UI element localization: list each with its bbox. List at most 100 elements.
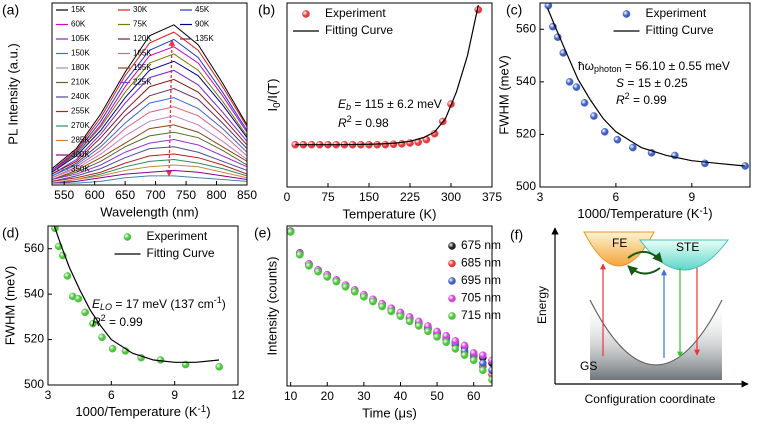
annotation: ELO = 17 meV (137 cm-1) <box>92 295 226 312</box>
series-line <box>52 78 247 175</box>
state-label: FE <box>612 236 627 250</box>
legend-label: 685 nm <box>461 256 501 270</box>
y-axis-label: Intensity (counts) <box>264 257 279 356</box>
diagram: (f) Energy Configuration coordinate FE S… <box>510 227 749 406</box>
data-point <box>701 159 709 168</box>
text-part: S <box>616 76 624 90</box>
data-point <box>98 333 106 342</box>
data-point <box>360 293 368 301</box>
state-label: STE <box>676 240 699 254</box>
y-axis-label: PL Intensity (a.u.) <box>5 43 20 144</box>
data-point <box>580 99 589 107</box>
data-point <box>565 78 574 86</box>
text-part: ) <box>222 297 226 311</box>
legend-swatch <box>302 10 310 18</box>
y-axis-label: FWHM (meV) <box>2 266 17 345</box>
data-point <box>287 228 295 236</box>
annotation: R2 = 0.98 <box>338 114 389 130</box>
data-point <box>396 312 405 321</box>
series-line <box>52 146 247 182</box>
data-point <box>613 135 622 144</box>
legend-swatch <box>448 259 456 268</box>
panel-label: (e) <box>254 225 271 241</box>
data-point <box>323 273 332 281</box>
x-tick-label: 850 <box>237 188 257 202</box>
data-point <box>378 302 386 311</box>
gs-fill <box>590 300 722 380</box>
x-tick-label: 0 <box>284 190 291 204</box>
y-tick-label: 560 <box>516 21 536 35</box>
series-line <box>52 159 247 184</box>
data-point <box>341 283 350 291</box>
data-point <box>479 351 487 359</box>
x-tick-label: 800 <box>207 188 227 202</box>
data-point <box>405 317 414 326</box>
data-point <box>469 356 478 365</box>
legend-label: Fitting Curve <box>646 23 714 37</box>
x-tick-label: 60 <box>467 389 481 403</box>
series-line <box>52 69 247 175</box>
peak-shift-arrow <box>165 39 176 177</box>
legend-label: Experiment <box>147 229 208 243</box>
x-tick-label: 10 <box>284 389 298 403</box>
x-tick-label: 12 <box>231 388 245 402</box>
x-tick-label: 75 <box>321 190 335 204</box>
x-tick-label: 375 <box>482 190 502 204</box>
legend-swatch <box>448 242 456 250</box>
x-axis-label: 1000/Temperature (K-1) <box>577 206 712 222</box>
data-point <box>442 331 451 340</box>
text-part: ħω <box>578 59 594 73</box>
series-line <box>52 169 247 184</box>
text-part: ) <box>708 206 712 221</box>
data-point <box>81 308 89 317</box>
text-part: 2 <box>625 91 630 101</box>
legend-label: 300K <box>71 150 90 159</box>
data-point <box>389 140 398 149</box>
legend-label: 150K <box>71 49 90 58</box>
data-point <box>479 359 487 368</box>
legend-label: 195K <box>133 63 152 72</box>
text-part: b <box>346 102 351 112</box>
legend-label: Fitting Curve <box>325 23 393 37</box>
legend-swatch <box>123 233 132 241</box>
x-tick-label: 6 <box>613 190 620 204</box>
transfer-arrow <box>627 251 663 263</box>
y-tick-label: 500 <box>516 179 536 193</box>
series-line <box>52 153 247 182</box>
state-label: GS <box>580 359 597 373</box>
data-point <box>479 366 487 375</box>
legend-label: 60K <box>71 20 86 29</box>
text-part: 2 <box>101 313 106 323</box>
x-tick-label: 650 <box>115 188 135 202</box>
data-point <box>433 333 441 341</box>
text-part: R <box>338 116 347 130</box>
text-part: -1 <box>214 295 222 305</box>
series-line <box>52 38 247 171</box>
x-tick-label: 3 <box>537 190 544 204</box>
data-point <box>350 287 359 296</box>
legend-label: 30K <box>133 5 148 14</box>
series-line <box>52 131 247 181</box>
legend-label: 135K <box>195 34 214 43</box>
legend-label: 105K <box>71 34 90 43</box>
data-point <box>590 112 598 120</box>
text-part: 1000/Temperature (K <box>577 206 699 221</box>
legend-label: 165K <box>133 49 152 58</box>
y-tick-label: 520 <box>24 332 44 346</box>
data-point <box>442 338 451 347</box>
x-tick-label: 9 <box>171 388 178 402</box>
text-part: -1 <box>198 404 207 415</box>
legend-label: 255K <box>71 107 90 116</box>
annotation: Eb = 115 ± 6.2 meV <box>338 97 442 112</box>
data-point <box>572 83 581 91</box>
series-line <box>52 31 247 171</box>
x-axis-label: 1000/Temperature (K-1) <box>75 404 210 420</box>
legend-swatch <box>622 10 631 18</box>
x-tick-label: 550 <box>54 188 74 202</box>
data-point <box>414 322 423 330</box>
fe-curve <box>583 231 655 267</box>
panel-label: (a) <box>2 2 19 18</box>
data-point <box>600 127 609 136</box>
x-tick-label: 150 <box>359 190 379 204</box>
